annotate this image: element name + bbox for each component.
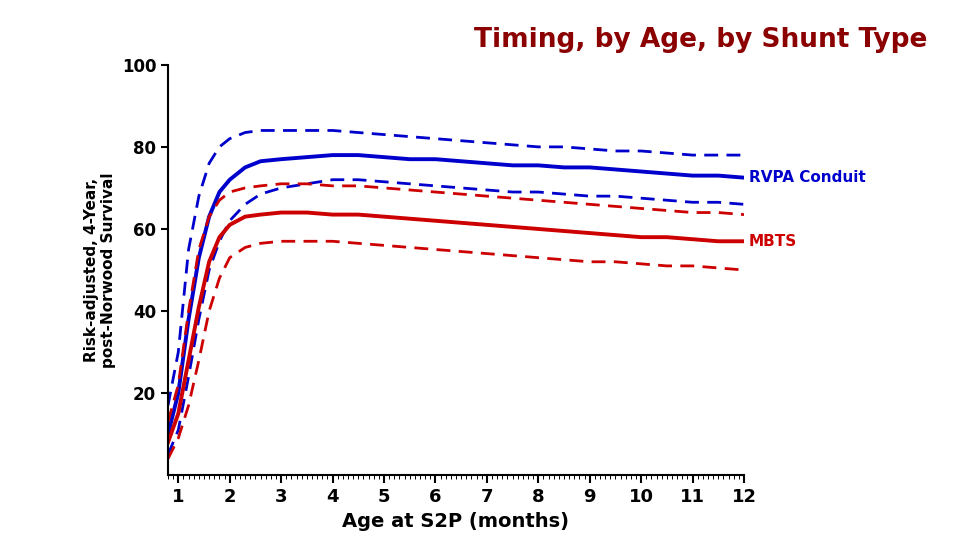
Text: Timing, by Age, by Shunt Type: Timing, by Age, by Shunt Type (474, 27, 927, 53)
Text: RVPA Conduit: RVPA Conduit (749, 170, 866, 185)
Text: MBTS: MBTS (749, 234, 797, 249)
X-axis label: Age at S2P (months): Age at S2P (months) (343, 512, 569, 531)
Y-axis label: Risk-adjusted, 4-Year,
post-Norwood Survival: Risk-adjusted, 4-Year, post-Norwood Surv… (84, 172, 116, 368)
